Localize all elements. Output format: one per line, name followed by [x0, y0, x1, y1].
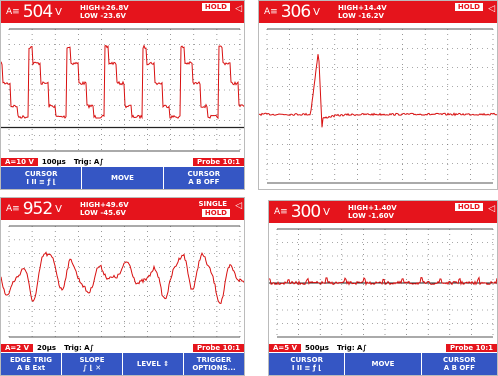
- reading-unit: V: [323, 207, 330, 218]
- status-item: 100μs: [38, 158, 70, 166]
- low-value: LOW -16.2V: [338, 12, 387, 20]
- status-item: Trig: A∫: [333, 344, 371, 352]
- status-item: A=2 V: [1, 344, 33, 352]
- channel-label: A≡: [6, 204, 20, 214]
- low-value: LOW -23.6V: [80, 12, 129, 20]
- softkey-line: A B OFF: [188, 178, 219, 186]
- arrow-icon: ◁: [235, 201, 242, 211]
- scope-screen: [259, 23, 497, 189]
- badge: HOLD: [455, 3, 483, 11]
- high-value: HIGH+49.6V: [80, 201, 129, 209]
- softkey-line: CURSOR: [25, 170, 58, 178]
- channel-label: A≡: [264, 7, 278, 17]
- status-item: A=10 V: [1, 158, 38, 166]
- waveform: [1, 252, 244, 303]
- softkey-line: CURSOR: [443, 356, 476, 364]
- high-value: HIGH+14.4V: [338, 4, 387, 12]
- badges: HOLD: [455, 203, 483, 212]
- softkey-line: CURSOR: [188, 170, 221, 178]
- status-item: Trig: A∫: [70, 158, 108, 166]
- softkey-line: LEVEL ⇕: [137, 360, 169, 368]
- softkey-line: I II ≡ ƒ ⌊: [292, 364, 322, 372]
- softkey-line: CURSOR: [290, 356, 323, 364]
- softkey-line: EDGE TRIG: [10, 356, 52, 364]
- softkey-line: TRIGGER: [197, 356, 231, 364]
- reading: 306: [281, 2, 310, 22]
- channel-label: A≡: [6, 7, 20, 17]
- scope-screen: [1, 23, 244, 157]
- status-item: A=5 V: [269, 344, 301, 352]
- softkey-line: I II ≡ ƒ ⌊: [26, 178, 56, 186]
- status-item: 500μs: [301, 344, 333, 352]
- status-item: Probe 10:1: [446, 344, 497, 352]
- reading: 300: [291, 202, 320, 222]
- badge: SINGLE: [196, 200, 231, 208]
- softkey: LEVEL ⇕: [123, 353, 184, 375]
- softkey-line: A B OFF: [444, 364, 475, 372]
- badges: HOLD: [202, 3, 230, 12]
- high-value: HIGH+26.8V: [80, 4, 129, 12]
- reading-unit: V: [313, 7, 320, 18]
- scope-screen: [269, 223, 497, 343]
- low-value: LOW -1.60V: [348, 212, 397, 220]
- badge: HOLD: [455, 203, 483, 211]
- channel-label: A≡: [274, 207, 288, 217]
- badge: HOLD: [202, 3, 230, 11]
- scope-screen: [1, 220, 244, 343]
- reading: 952: [23, 199, 52, 219]
- page: A≡504VHIGH+26.8VLOW -23.6VHOLD◁A=10 V100…: [0, 0, 498, 376]
- softkey: MOVE: [345, 353, 421, 375]
- arrow-icon: ◁: [235, 4, 242, 14]
- softkey-line: MOVE: [372, 360, 395, 368]
- high-value: HIGH+1.40V: [348, 204, 397, 212]
- status-item: 20μs: [33, 344, 60, 352]
- softkey-line: OPTIONS...: [192, 364, 235, 372]
- softkey-line: MOVE: [111, 174, 134, 182]
- status-item: Probe 10:1: [193, 158, 244, 166]
- waveform: [259, 54, 497, 127]
- status-item: Probe 10:1: [193, 344, 244, 352]
- reading: 504: [23, 2, 52, 22]
- softkey: SLOPE∫ ⌊ ✕: [62, 353, 123, 375]
- softkey-line: SLOPE: [79, 356, 104, 364]
- softkey: MOVE: [82, 167, 163, 189]
- waveform: [1, 46, 244, 119]
- low-value: LOW -45.6V: [80, 209, 129, 217]
- softkey-line: ∫ ⌊ ✕: [83, 364, 101, 372]
- badges: HOLD: [455, 3, 483, 12]
- badge: HOLD: [202, 209, 230, 217]
- arrow-icon: ◁: [488, 204, 495, 214]
- reading-unit: V: [55, 204, 62, 215]
- reading-unit: V: [55, 7, 62, 18]
- softkey-line: A B Ext: [17, 364, 45, 372]
- status-item: Trig: A∫: [60, 344, 98, 352]
- arrow-icon: ◁: [488, 4, 495, 14]
